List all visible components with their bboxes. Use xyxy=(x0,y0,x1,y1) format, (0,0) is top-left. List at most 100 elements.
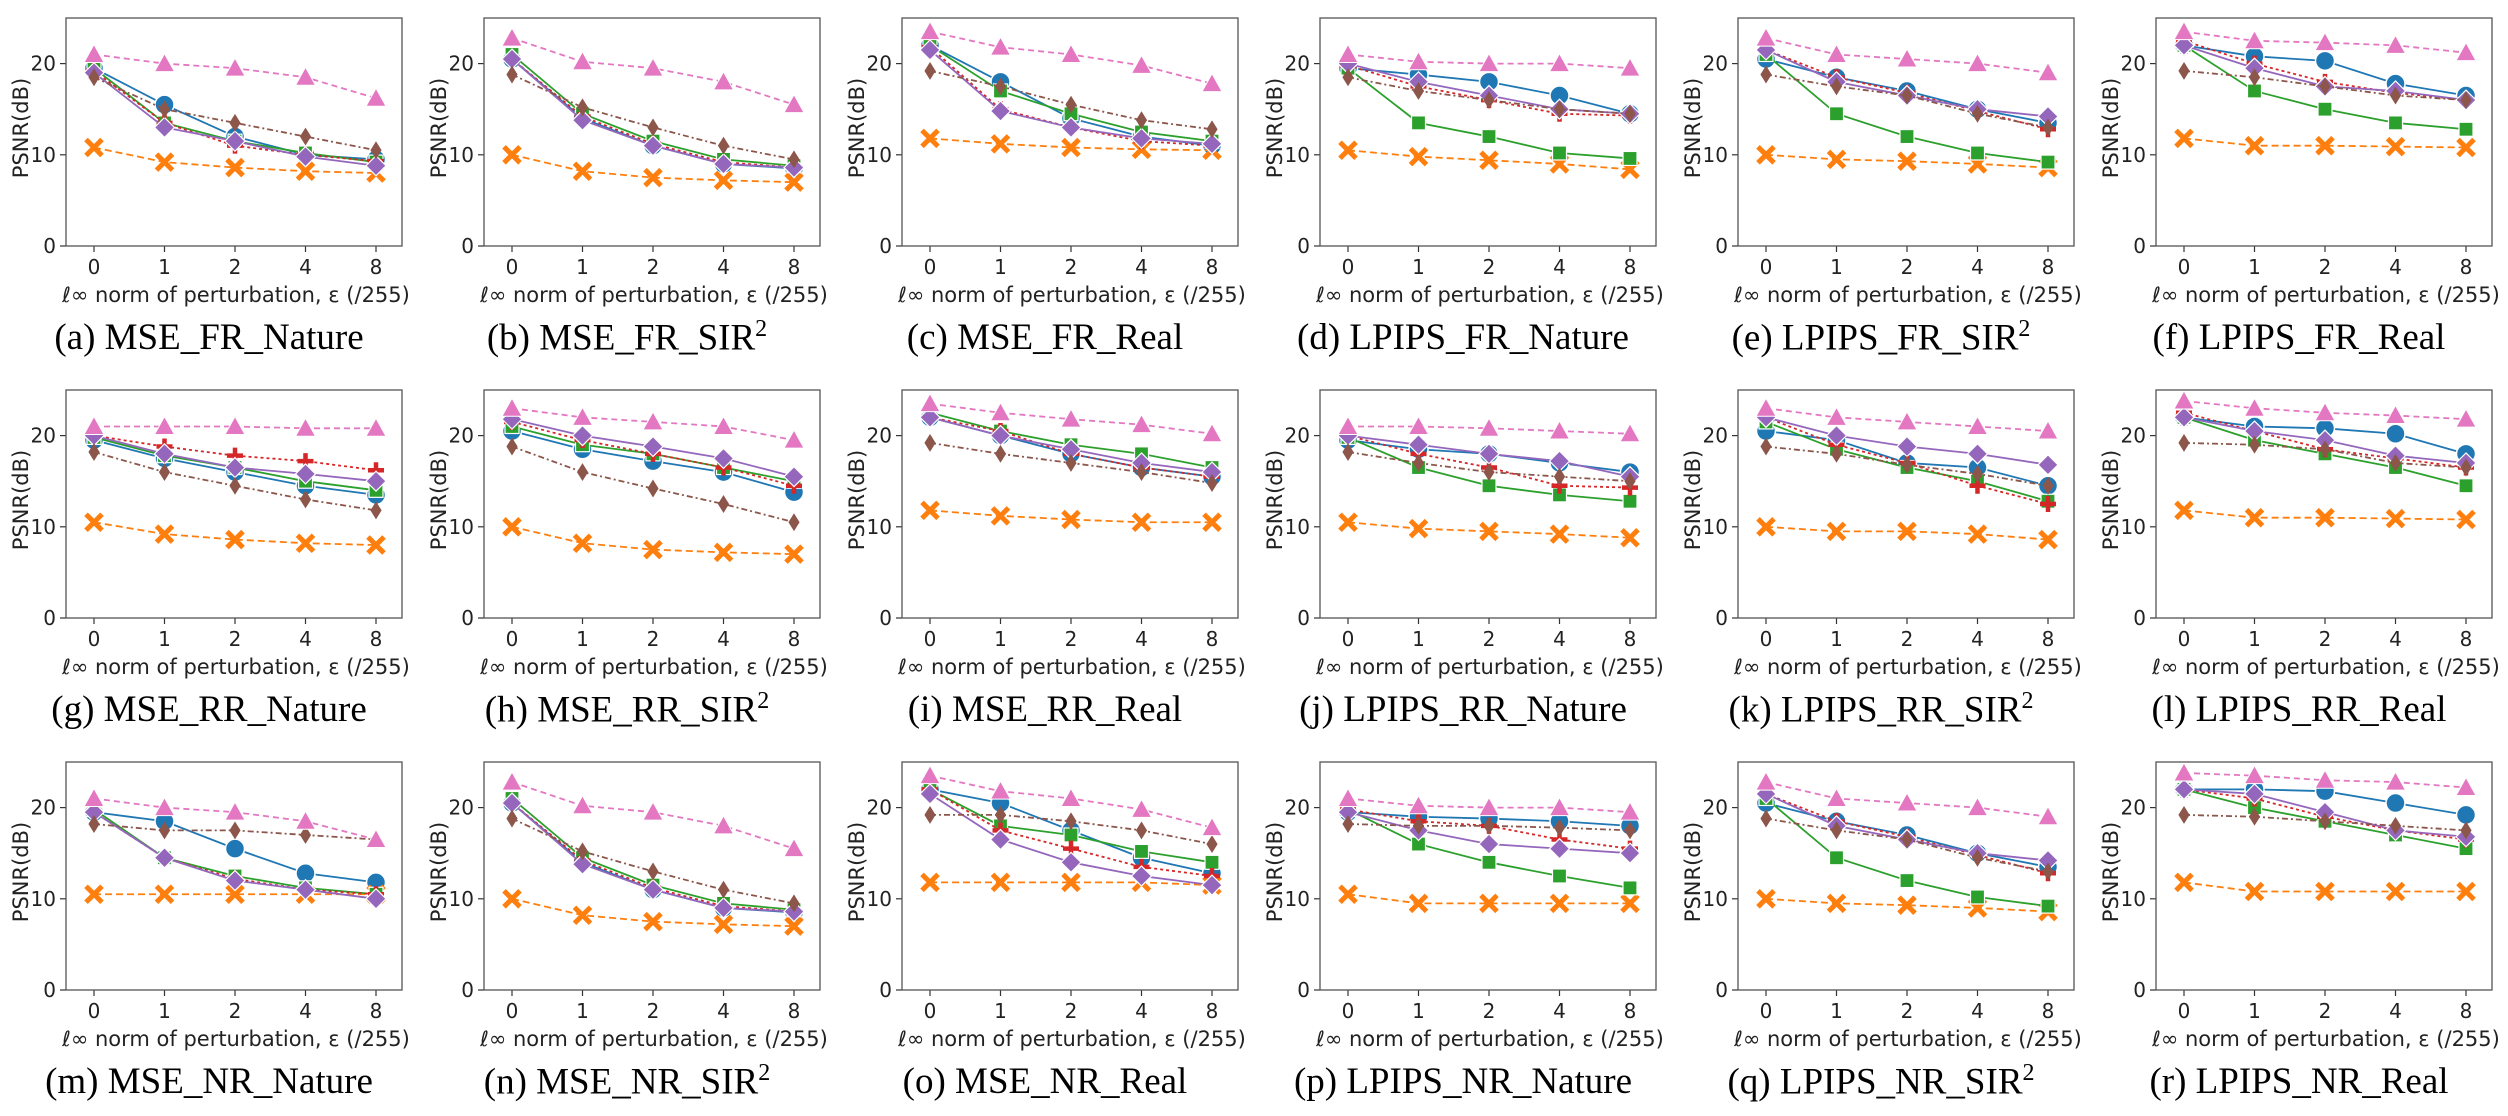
data-point xyxy=(1896,435,1918,458)
data-point xyxy=(1135,821,1148,840)
data-point xyxy=(225,884,245,905)
data-point xyxy=(2040,496,2056,512)
subplot-caption: (c) MSE_FR_Real xyxy=(836,316,1254,359)
x-tick-label: 2 xyxy=(647,999,660,1023)
data-point xyxy=(924,805,936,824)
line-chart: 0 10 20 0 1 2 4 8 PSNR(dB) ℓ∞ norm of perturbatio… xyxy=(1681,17,2082,307)
y-axis-label: PSNR(dB) xyxy=(427,78,451,178)
series xyxy=(2174,500,2476,530)
data-point xyxy=(366,535,386,555)
data-point xyxy=(1065,454,1077,472)
data-point xyxy=(2319,440,2331,459)
series xyxy=(1337,787,1641,821)
plot-frame xyxy=(901,17,1239,247)
x-tick-label: 2 xyxy=(1901,627,1914,651)
x-tick-label: 4 xyxy=(2389,627,2402,651)
data-point xyxy=(1899,872,1915,889)
data-point xyxy=(2173,406,2195,429)
series xyxy=(501,27,805,114)
data-point xyxy=(294,66,317,86)
data-point xyxy=(572,161,593,181)
x-tick-label: 1 xyxy=(2248,255,2261,279)
data-point xyxy=(1897,895,1917,915)
data-point xyxy=(712,70,735,91)
x-tick-label: 8 xyxy=(2460,255,2473,279)
x-tick-label: 2 xyxy=(647,627,660,651)
subplot: 0 10 20 0 1 2 4 8 PSNR(dB) ℓ∞ norm of perturbatio… xyxy=(1254,0,1672,372)
x-tick-label: 0 xyxy=(2178,255,2191,279)
data-point xyxy=(1060,116,1082,139)
data-point xyxy=(2037,420,2059,440)
data-point xyxy=(1481,854,1497,870)
data-point xyxy=(2042,118,2054,137)
data-point xyxy=(1202,512,1222,533)
data-point xyxy=(2174,500,2194,521)
data-point xyxy=(2384,771,2407,791)
x-tick-label: 8 xyxy=(2042,999,2055,1023)
subplot: 0 10 20 0 1 2 4 8 PSNR(dB) ℓ∞ norm of perturbatio… xyxy=(836,372,1254,744)
data-point xyxy=(1412,82,1425,100)
x-tick-label: 0 xyxy=(1342,627,1355,651)
data-point xyxy=(294,878,317,901)
data-point xyxy=(1061,509,1081,530)
series xyxy=(2173,20,2477,62)
series xyxy=(920,500,1222,533)
subplot: 0 10 20 0 1 2 4 8 PSNR(dB) ℓ∞ norm of perturbatio… xyxy=(836,0,1254,372)
y-tick-label: 10 xyxy=(867,143,892,167)
data-point xyxy=(2314,31,2336,52)
data-point xyxy=(783,429,805,449)
data-point xyxy=(1966,796,1989,817)
data-point xyxy=(1412,454,1425,472)
subplot-caption: (a) MSE_FR_Nature xyxy=(0,316,418,359)
y-tick-label: 20 xyxy=(449,796,474,820)
data-point xyxy=(506,809,518,828)
series-line xyxy=(511,73,795,161)
x-axis-label: ℓ∞ norm of perturbation, ε (/255) xyxy=(1733,283,2082,307)
x-tick-label: 8 xyxy=(1624,627,1637,651)
data-point xyxy=(1135,463,1148,482)
line-chart: 0 10 20 0 1 2 4 8 PSNR(dB) ℓ∞ norm of perturbatio… xyxy=(2099,17,2500,307)
x-axis-label: ℓ∞ norm of perturbation, ε (/255) xyxy=(2151,283,2500,307)
data-point xyxy=(576,842,589,861)
data-point xyxy=(1971,848,1984,867)
y-tick-label: 0 xyxy=(461,234,474,258)
data-point xyxy=(365,828,387,849)
data-point xyxy=(2460,458,2472,477)
data-point xyxy=(2173,389,2195,410)
y-tick-label: 20 xyxy=(1285,424,1310,448)
data-point xyxy=(1548,420,1571,440)
subplot-caption: (p) LPIPS_NR_Nature xyxy=(1254,1060,1672,1103)
series xyxy=(502,517,804,564)
x-tick-label: 0 xyxy=(88,627,101,651)
data-point xyxy=(83,415,105,435)
data-point xyxy=(1060,43,1082,63)
data-point xyxy=(1624,472,1636,491)
plot-frame xyxy=(2155,17,2493,247)
x-tick-label: 2 xyxy=(1901,255,1914,279)
caption-superscript: 2 xyxy=(2022,1060,2035,1086)
series xyxy=(501,771,805,858)
caption-text: (r) LPIPS_NR_Real xyxy=(2149,1061,2449,1102)
data-point xyxy=(1483,816,1495,835)
data-point xyxy=(294,463,317,485)
series xyxy=(920,128,1222,161)
data-point xyxy=(1896,410,1918,431)
series xyxy=(2178,433,2472,477)
data-point xyxy=(919,764,941,785)
caption-superscript: 2 xyxy=(755,316,768,342)
data-point xyxy=(153,52,176,73)
data-point xyxy=(229,821,241,840)
x-tick-label: 4 xyxy=(299,627,312,651)
subplot: 0 10 20 0 1 2 4 8 PSNR(dB) ℓ∞ norm of perturbatio… xyxy=(0,0,418,372)
data-point xyxy=(158,821,171,840)
data-point xyxy=(2385,881,2406,902)
data-point xyxy=(225,157,245,178)
data-point xyxy=(2319,77,2331,96)
data-point xyxy=(1971,104,1984,123)
x-tick-label: 4 xyxy=(1971,999,1984,1023)
data-point xyxy=(989,100,1012,122)
y-tick-label: 20 xyxy=(449,424,474,448)
caption-text: (q) LPIPS_NR_SIR xyxy=(1727,1061,2023,1103)
series-line xyxy=(511,817,795,905)
x-tick-label: 1 xyxy=(158,999,171,1023)
